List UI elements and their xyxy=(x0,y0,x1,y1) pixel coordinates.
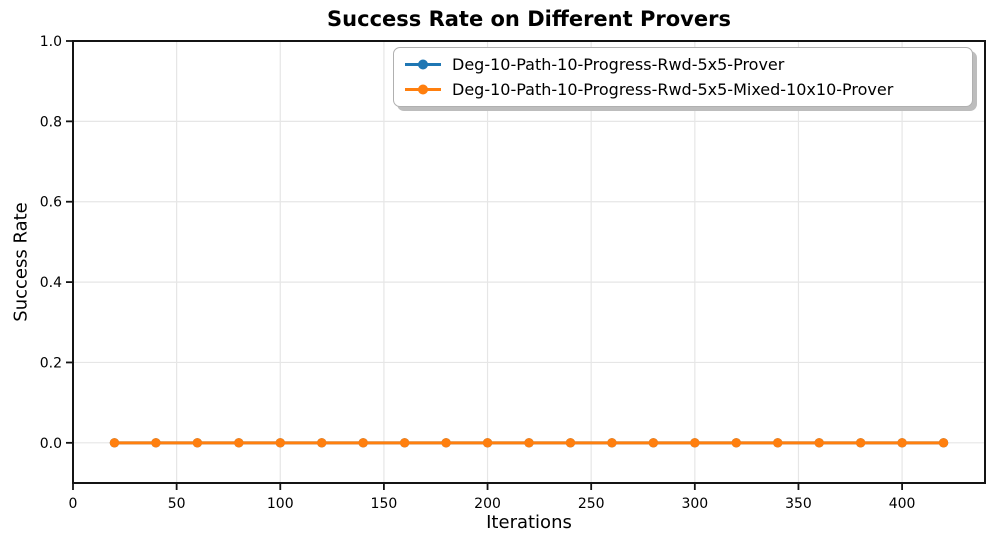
series-marker-1 xyxy=(275,438,285,448)
series-marker-1 xyxy=(731,438,741,448)
legend-item-prover-5x5: Deg-10-Path-10-Progress-Rwd-5x5-Prover xyxy=(404,52,962,77)
series-marker-1 xyxy=(358,438,368,448)
series-marker-1 xyxy=(897,438,907,448)
series-marker-1 xyxy=(773,438,783,448)
chart-title: Success Rate on Different Provers xyxy=(327,7,731,31)
x-tick-label: 50 xyxy=(168,496,186,512)
legend-marker-dot-icon xyxy=(418,84,428,95)
x-tick-label: 150 xyxy=(371,496,398,512)
legend-marker-dot-icon xyxy=(418,59,428,70)
series-marker-1 xyxy=(814,438,824,448)
y-tick-label: 0.2 xyxy=(40,355,62,371)
series-marker-1 xyxy=(938,438,949,448)
series-marker-1 xyxy=(607,438,617,448)
series-marker-1 xyxy=(399,438,410,448)
legend-line-marker-icon xyxy=(405,84,441,95)
x-tick-label: 0 xyxy=(69,496,78,512)
series-marker-1 xyxy=(441,438,451,448)
x-tick-label: 100 xyxy=(267,496,294,512)
series-marker-1 xyxy=(234,438,244,448)
series-marker-1 xyxy=(855,438,866,448)
series-marker-1 xyxy=(524,438,534,448)
legend-label-prover-mixed-10x10: Deg-10-Path-10-Progress-Rwd-5x5-Mixed-10… xyxy=(452,80,894,99)
y-tick-label: 1.0 xyxy=(40,34,62,50)
series-marker-1 xyxy=(192,438,203,448)
y-tick-label: 0.4 xyxy=(40,275,62,291)
series-marker-1 xyxy=(151,438,161,448)
series-marker-1 xyxy=(109,438,120,448)
y-axis-label: Success Rate xyxy=(10,202,32,322)
axes-spines xyxy=(72,40,986,484)
y-tick-label: 0.8 xyxy=(40,114,62,130)
x-tick-label: 200 xyxy=(474,496,501,512)
x-axis-label: Iterations xyxy=(486,512,572,533)
x-tick-label: 350 xyxy=(785,496,812,512)
series-marker-1 xyxy=(690,438,700,448)
legend-label-prover-5x5: Deg-10-Path-10-Progress-Rwd-5x5-Prover xyxy=(452,55,785,74)
series-marker-1 xyxy=(648,438,659,448)
x-tick-label: 300 xyxy=(681,496,708,512)
legend-line-marker-icon xyxy=(405,59,441,70)
x-tick-label: 400 xyxy=(889,496,916,512)
series-marker-1 xyxy=(565,438,576,448)
y-tick-label: 0.6 xyxy=(40,195,62,211)
legend: Deg-10-Path-10-Progress-Rwd-5x5-Prover D… xyxy=(393,47,973,107)
series-marker-1 xyxy=(317,438,327,448)
x-tick-label: 250 xyxy=(578,496,605,512)
y-tick-label: 0.0 xyxy=(40,436,62,452)
series-marker-1 xyxy=(482,438,493,448)
legend-item-prover-mixed-10x10: Deg-10-Path-10-Progress-Rwd-5x5-Mixed-10… xyxy=(404,77,962,102)
